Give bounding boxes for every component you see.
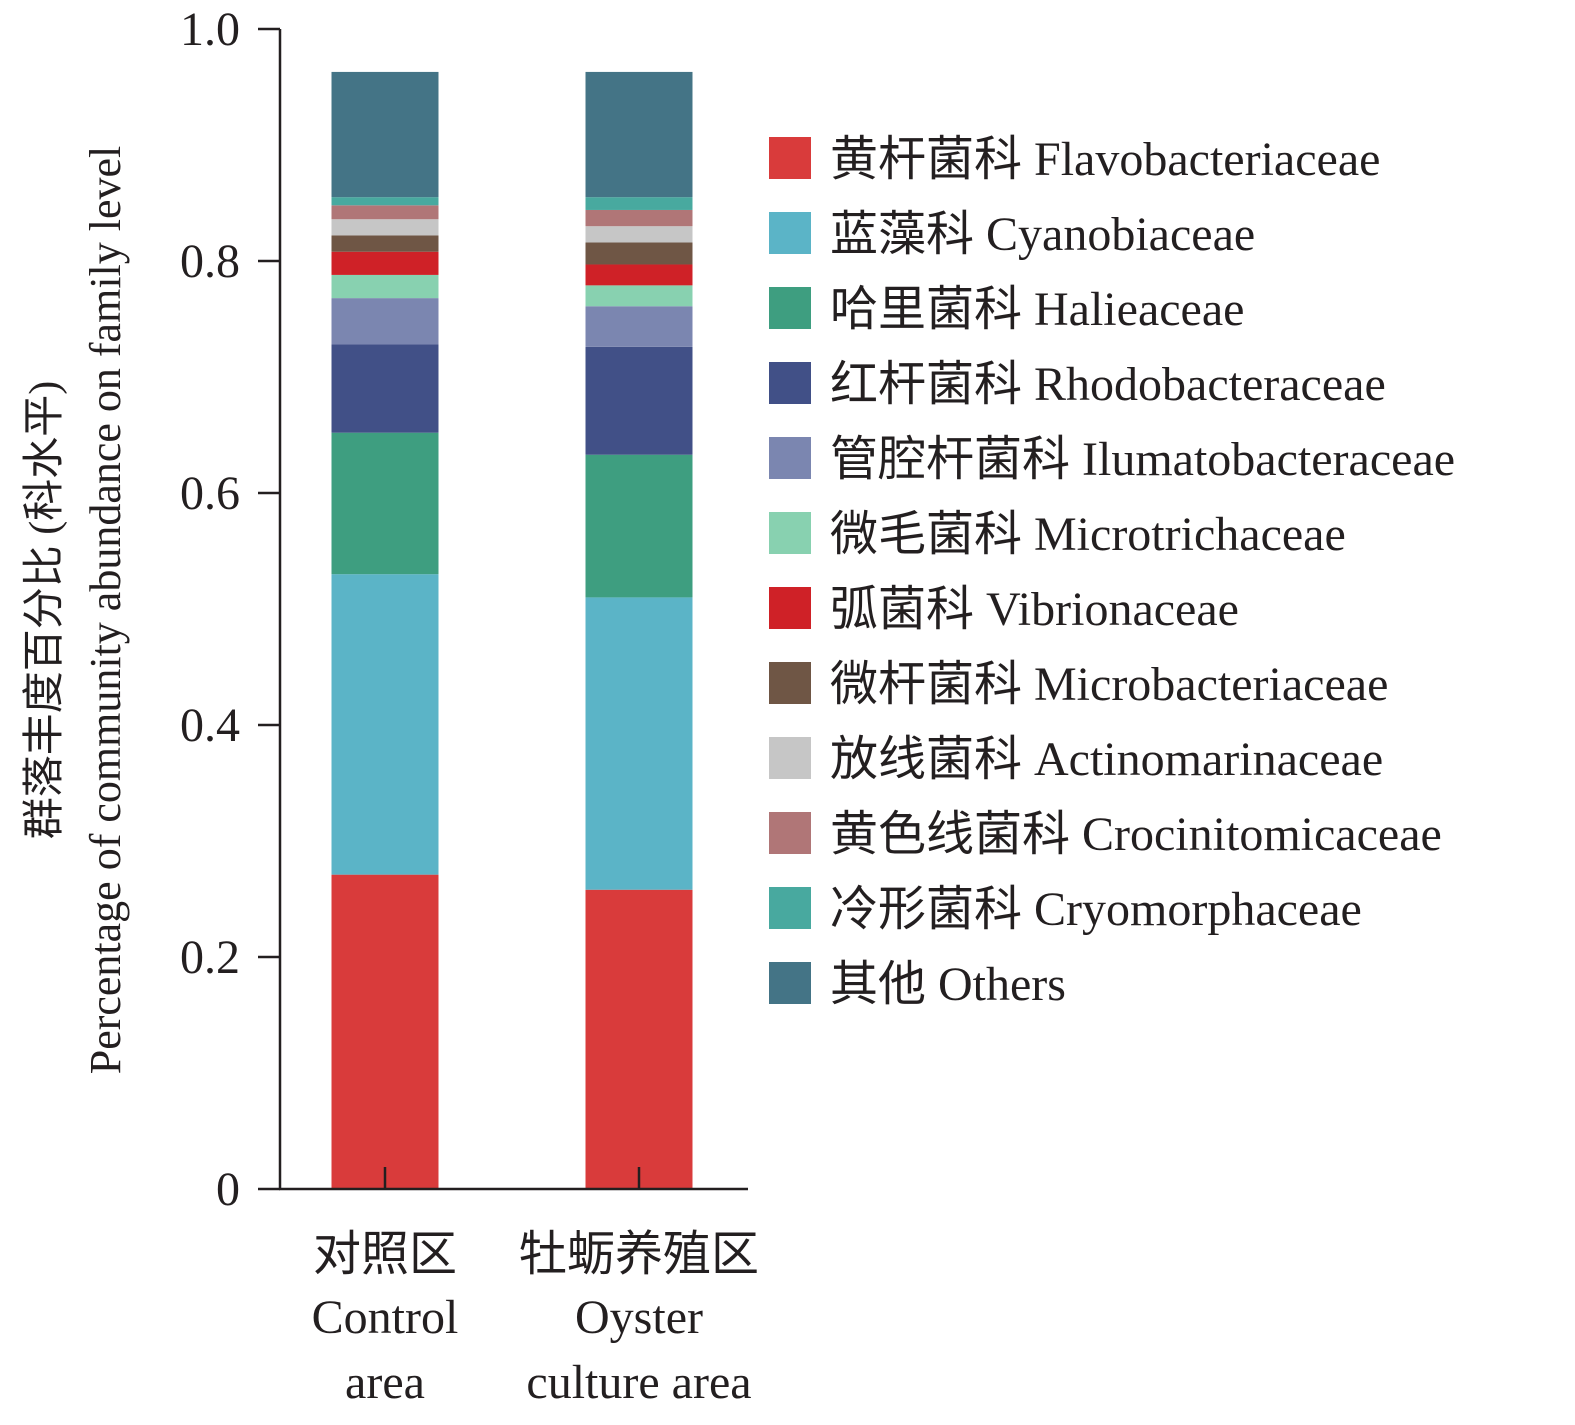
- bar-segment: [585, 454, 693, 598]
- y-ticks: 0 0.2 0.4 0.6 0.8 1.0: [180, 3, 280, 1216]
- y-tick-label: 0.6: [180, 467, 240, 520]
- bar-segment: [585, 346, 693, 455]
- y-tick-label: 1.0: [180, 3, 240, 56]
- legend-swatch: [769, 887, 811, 929]
- legend-label: 微毛菌科 Microtrichaceae: [830, 508, 1346, 561]
- legend-label: 黄杆菌科 Flavobacteriaceae: [830, 133, 1380, 186]
- y-axis-label: Percentage of community abundance on fam…: [81, 146, 130, 1075]
- legend-label: 其他 Others: [830, 958, 1066, 1011]
- y-tick-label: 0: [216, 1163, 240, 1216]
- y-axis-label-cn: 群落丰度百分比 (科水平): [22, 381, 68, 839]
- legend-swatch: [769, 737, 811, 779]
- bar-segment: [585, 889, 693, 1189]
- legend-label: 黄色线菌科 Crocinitomicaceae: [830, 808, 1442, 861]
- legend-label: 微杆菌科 Microbacteriaceae: [830, 658, 1388, 711]
- legend-swatch: [769, 662, 811, 704]
- legend-label: 红杆菌科 Rhodobacteraceae: [830, 358, 1386, 411]
- x-tick-label: 牡蛎养殖区: [519, 1228, 759, 1281]
- bar-segment: [585, 226, 693, 243]
- legend-label: 放线菌科 Actinomarinaceae: [830, 733, 1383, 786]
- bar-segment: [585, 197, 693, 210]
- legend-label: 蓝藻科 Cyanobiaceae: [830, 208, 1255, 261]
- bar-segment: [331, 432, 439, 575]
- bar-segment: [585, 306, 693, 347]
- bar-segment: [585, 264, 693, 286]
- bar-segment: [585, 597, 693, 890]
- bar-segment: [331, 274, 439, 299]
- legend-swatch: [769, 362, 811, 404]
- bar-segment: [331, 574, 439, 875]
- x-tick-label: Oyster: [575, 1291, 703, 1344]
- bar-segment: [331, 205, 439, 220]
- y-tick-label: 0.4: [180, 699, 240, 752]
- legend-swatch: [769, 437, 811, 479]
- legend-swatch: [769, 512, 811, 554]
- x-labels: 对照区 Control area 牡蛎养殖区 Oyster culture area: [312, 1228, 759, 1409]
- bar-segment: [331, 251, 439, 275]
- x-tick-label: area: [345, 1356, 425, 1409]
- legend-swatch: [769, 812, 811, 854]
- bar-segment: [585, 71, 693, 198]
- legend-swatch: [769, 137, 811, 179]
- bar-segment: [331, 344, 439, 433]
- bar-segment: [331, 197, 439, 206]
- legend-label: 冷形菌科 Cryomorphaceae: [830, 883, 1362, 936]
- legend-label: 哈里菌科 Halieaceae: [830, 283, 1244, 336]
- x-tick-label: 对照区: [313, 1228, 457, 1281]
- legend: 黄杆菌科 Flavobacteriaceae 蓝藻科 Cyanobiaceae 哈里…: [769, 133, 1455, 1011]
- bar-segment: [331, 298, 439, 345]
- bar-segment: [331, 235, 439, 252]
- bar-segment: [331, 71, 439, 198]
- bar-segment: [331, 874, 439, 1189]
- y-tick-label: 0.8: [180, 235, 240, 288]
- legend-label: 弧菌科 Vibrionaceae: [830, 583, 1239, 636]
- bars: [331, 71, 693, 1189]
- y-tick-label: 0.2: [180, 931, 240, 984]
- legend-swatch: [769, 287, 811, 329]
- bar-segment: [331, 219, 439, 236]
- x-tick-label: Control: [312, 1291, 459, 1344]
- bar-segment: [585, 285, 693, 307]
- legend-swatch: [769, 212, 811, 254]
- legend-label: 管腔杆菌科 Ilumatobacteraceae: [830, 433, 1455, 486]
- x-tick-label: culture area: [526, 1356, 751, 1409]
- bar-segment: [585, 209, 693, 227]
- legend-swatch: [769, 962, 811, 1004]
- bar-segment: [585, 242, 693, 265]
- legend-swatch: [769, 587, 811, 629]
